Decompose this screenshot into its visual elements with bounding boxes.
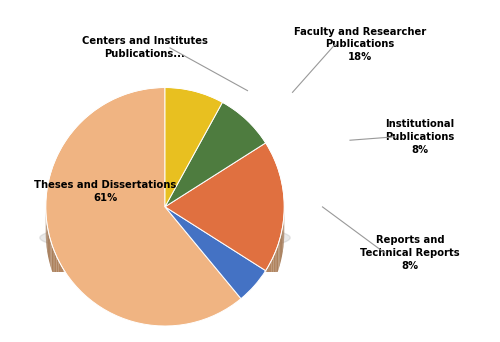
Polygon shape	[102, 308, 106, 337]
Polygon shape	[61, 265, 64, 295]
Polygon shape	[88, 298, 91, 327]
Polygon shape	[74, 284, 78, 314]
Polygon shape	[49, 235, 50, 265]
Wedge shape	[46, 88, 241, 326]
Polygon shape	[146, 325, 151, 342]
Polygon shape	[128, 320, 132, 342]
Polygon shape	[264, 269, 266, 299]
Polygon shape	[52, 244, 53, 274]
Polygon shape	[78, 288, 80, 317]
Wedge shape	[165, 207, 266, 299]
Polygon shape	[280, 235, 281, 265]
Polygon shape	[72, 280, 74, 311]
Text: Centers and Institutes
Publications...: Centers and Institutes Publications...	[82, 37, 208, 59]
Polygon shape	[188, 323, 193, 342]
Polygon shape	[91, 300, 95, 329]
Polygon shape	[258, 277, 262, 307]
Polygon shape	[242, 294, 246, 324]
Ellipse shape	[40, 223, 290, 253]
Polygon shape	[277, 244, 278, 274]
Polygon shape	[266, 265, 269, 295]
Polygon shape	[278, 239, 280, 270]
Polygon shape	[46, 221, 47, 252]
Polygon shape	[64, 269, 66, 299]
Polygon shape	[99, 306, 102, 335]
Polygon shape	[84, 294, 87, 324]
Polygon shape	[53, 248, 55, 279]
Polygon shape	[179, 325, 184, 342]
Polygon shape	[274, 252, 275, 283]
Polygon shape	[202, 319, 206, 342]
Polygon shape	[282, 225, 283, 256]
Polygon shape	[269, 261, 271, 291]
Text: Reports and
Technical Reports
8%: Reports and Technical Reports 8%	[360, 235, 460, 271]
Polygon shape	[55, 252, 56, 283]
Polygon shape	[48, 230, 49, 261]
Wedge shape	[165, 102, 266, 207]
Polygon shape	[246, 291, 250, 320]
Polygon shape	[206, 317, 210, 342]
Text: Institutional
Publications
8%: Institutional Publications 8%	[386, 119, 454, 155]
Polygon shape	[56, 257, 59, 287]
Polygon shape	[80, 291, 84, 320]
Polygon shape	[252, 284, 256, 314]
Polygon shape	[160, 326, 165, 342]
Polygon shape	[106, 311, 111, 339]
Polygon shape	[193, 321, 198, 342]
Polygon shape	[47, 225, 48, 256]
Polygon shape	[215, 313, 219, 341]
Polygon shape	[228, 306, 231, 335]
Polygon shape	[283, 221, 284, 252]
Polygon shape	[275, 248, 277, 279]
Polygon shape	[250, 288, 252, 317]
Polygon shape	[111, 313, 115, 341]
Polygon shape	[68, 277, 71, 307]
Polygon shape	[170, 326, 174, 342]
Polygon shape	[239, 298, 242, 327]
Polygon shape	[256, 280, 258, 311]
Polygon shape	[66, 273, 68, 303]
Polygon shape	[137, 323, 141, 342]
Polygon shape	[262, 273, 264, 303]
Polygon shape	[224, 308, 228, 337]
Polygon shape	[142, 324, 146, 342]
Polygon shape	[120, 317, 124, 342]
Polygon shape	[281, 230, 282, 261]
Wedge shape	[165, 143, 284, 271]
Polygon shape	[59, 261, 61, 291]
Text: Theses and Dissertations
61%: Theses and Dissertations 61%	[34, 180, 176, 203]
Polygon shape	[165, 326, 170, 342]
Polygon shape	[219, 311, 224, 339]
Polygon shape	[151, 325, 156, 342]
Polygon shape	[235, 300, 239, 329]
Polygon shape	[50, 239, 51, 270]
Polygon shape	[124, 319, 128, 342]
Polygon shape	[132, 321, 137, 342]
Text: Faculty and Researcher
Publications
18%: Faculty and Researcher Publications 18%	[294, 27, 426, 62]
Polygon shape	[156, 326, 160, 342]
Polygon shape	[198, 320, 202, 342]
Polygon shape	[115, 315, 119, 342]
Wedge shape	[165, 88, 222, 207]
Polygon shape	[210, 315, 215, 342]
Polygon shape	[174, 325, 179, 342]
Polygon shape	[95, 303, 99, 332]
Polygon shape	[271, 257, 274, 287]
Polygon shape	[184, 324, 188, 342]
Polygon shape	[231, 303, 235, 332]
